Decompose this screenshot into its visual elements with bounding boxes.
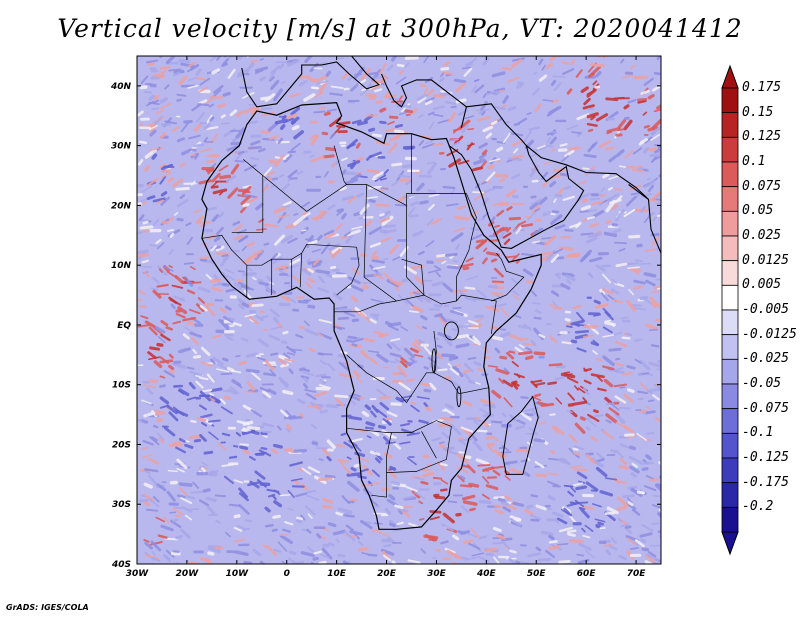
colorbar — [721, 64, 739, 556]
lon-tick-label: 20W — [176, 569, 200, 579]
colorbar-segment — [721, 87, 739, 114]
colorbar-level-label: 0.05 — [742, 203, 774, 219]
lat-tick-label: 20N — [111, 201, 132, 211]
colorbar-level-label: -0.075 — [742, 400, 789, 416]
colorbar-segment — [721, 284, 739, 311]
colorbar-level-label: -0.125 — [742, 450, 789, 465]
lon-tick-label: 50E — [527, 569, 547, 579]
colorbar-level-label: -0.1 — [742, 425, 774, 441]
lat-tick-label: 10S — [112, 381, 131, 391]
lon-tick-label: 0 — [284, 569, 290, 579]
colorbar-segment — [721, 260, 739, 286]
lon-tick-label: 30E — [427, 569, 447, 579]
lon-tick-label: 10W — [226, 569, 250, 579]
colorbar-top-arrow — [721, 64, 739, 89]
colorbar-level-label: 0.0125 — [742, 252, 789, 268]
colorbar-segment — [721, 309, 739, 336]
colorbar-level-label: 0.125 — [742, 129, 782, 145]
colorbar-segment — [721, 210, 739, 237]
map-frame — [136, 55, 662, 565]
lat-tick-label: EQ — [117, 321, 131, 331]
lat-tick-label: 30S — [112, 500, 131, 510]
colorbar-segment — [721, 161, 739, 188]
colorbar-level-label: -0.0125 — [742, 326, 797, 342]
colorbar-level-label: -0.025 — [742, 351, 789, 367]
lon-tick-label: 60E — [577, 569, 597, 579]
colorbar-segment — [721, 112, 739, 138]
lon-tick-label: 70E — [627, 569, 647, 579]
colorbar-bottom-arrow — [721, 531, 739, 556]
lat-tick-label: 20S — [112, 440, 131, 450]
lon-tick-label: 10E — [327, 569, 347, 579]
colorbar-segment — [721, 383, 739, 410]
colorbar-segment — [721, 136, 739, 163]
lat-tick-label: 30N — [111, 142, 132, 152]
lat-tick-label: 10N — [111, 261, 132, 271]
colorbar-level-label: -0.005 — [742, 302, 789, 317]
colorbar-segment — [721, 235, 739, 262]
colorbar-segment — [721, 506, 739, 533]
colorbar-segment — [721, 432, 739, 459]
colorbar-level-label: 0.005 — [742, 277, 782, 293]
colorbar-segment — [721, 482, 739, 508]
lon-tick-label: 20E — [377, 569, 397, 579]
lon-tick-label: 30W — [126, 569, 150, 579]
colorbar-level-label: -0.2 — [742, 499, 774, 515]
colorbar-segment — [721, 186, 739, 212]
velocity-field — [137, 56, 661, 564]
colorbar-level-label: -0.05 — [742, 376, 782, 391]
chart-title: Vertical velocity [m/s] at 300hPa, VT: 2… — [57, 14, 743, 43]
lat-tick-label: 40N — [110, 82, 132, 92]
colorbar-segment — [721, 334, 739, 360]
africa-coastline — [201, 56, 661, 530]
colorbar-segment — [721, 358, 739, 385]
colorbar-level-label: 0.025 — [742, 228, 782, 243]
colorbar-level-label: 0.175 — [742, 80, 782, 95]
lon-tick-label: 40E — [476, 569, 497, 579]
grads-credit: GrADS: IGES/COLA — [6, 603, 89, 612]
colorbar-level-label: 0.15 — [742, 104, 774, 120]
lat-tick-label: 40S — [111, 560, 131, 570]
colorbar-segment — [721, 408, 739, 434]
colorbar-segment — [721, 457, 739, 484]
colorbar-level-label: 0.075 — [742, 178, 782, 194]
colorbar-level-label: 0.1 — [742, 154, 766, 169]
colorbar-level-label: -0.175 — [742, 474, 789, 490]
